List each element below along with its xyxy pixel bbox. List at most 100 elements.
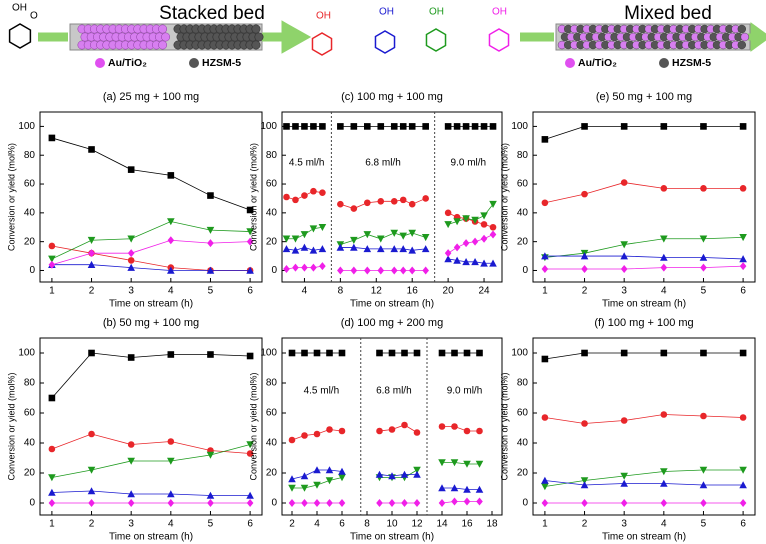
sphere — [737, 40, 746, 50]
marker — [660, 499, 668, 507]
molecule-label: OH — [12, 3, 27, 14]
marker — [301, 499, 308, 507]
y-tick-label: 0 — [271, 265, 277, 276]
y-tick-label: 60 — [266, 408, 278, 419]
marker — [300, 472, 309, 480]
marker — [376, 499, 383, 507]
marker — [48, 260, 56, 269]
marker — [350, 123, 358, 130]
header-title: Stacked bed — [159, 3, 265, 24]
x-tick-label: 14 — [436, 519, 448, 530]
marker — [660, 185, 668, 192]
x-tick-label: 2 — [582, 286, 588, 297]
x-tick-label: 6 — [247, 519, 253, 530]
marker — [463, 497, 471, 506]
legend-label: HZSM-5 — [672, 57, 711, 69]
marker — [399, 196, 407, 204]
y-axis-label: Conversion or yield (mol%) — [6, 372, 16, 480]
marker — [660, 479, 668, 487]
x-tick-label: 6 — [247, 286, 253, 297]
marker — [620, 179, 628, 186]
legend-label: HZSM-5 — [202, 57, 241, 69]
y-axis-label: Conversion or yield (mol%) — [499, 372, 509, 480]
chart-title: (e) 50 mg + 100 mg — [596, 91, 692, 103]
marker — [88, 430, 95, 438]
legend-swatch — [95, 58, 105, 68]
x-tick-label: 5 — [701, 519, 707, 530]
marker — [364, 123, 371, 130]
series-line — [544, 265, 744, 270]
marker — [127, 257, 135, 264]
marker — [337, 266, 344, 275]
marker — [699, 253, 708, 261]
marker — [480, 123, 488, 130]
sphere — [161, 32, 171, 42]
marker — [541, 136, 549, 143]
series-line — [544, 126, 744, 140]
annotation: 4.5 ml/h — [289, 158, 325, 169]
marker — [541, 476, 549, 484]
marker — [739, 255, 747, 263]
marker — [620, 499, 628, 507]
marker — [489, 200, 497, 209]
marker — [438, 423, 446, 430]
y-tick-label: 60 — [24, 179, 36, 190]
marker — [390, 245, 399, 253]
marker — [291, 246, 300, 254]
marker — [167, 236, 175, 245]
marker — [318, 223, 327, 232]
plot-frame — [532, 111, 756, 283]
x-tick-label: 3 — [128, 286, 134, 297]
marker — [167, 499, 175, 507]
y-tick-label: 60 — [266, 179, 278, 190]
marker — [313, 430, 321, 438]
marker — [471, 237, 479, 246]
y-tick-label: 0 — [29, 498, 35, 509]
marker — [376, 349, 383, 357]
y-tick-label: 40 — [24, 438, 36, 449]
y-tick-label: 0 — [522, 498, 528, 509]
y-tick-label: 80 — [266, 378, 278, 389]
marker — [462, 239, 470, 248]
marker — [489, 230, 497, 239]
marker — [438, 484, 446, 492]
marker — [292, 263, 299, 272]
x-tick-label: 10 — [386, 519, 398, 530]
y-tick-label: 20 — [24, 236, 36, 247]
y-tick-label: 80 — [24, 150, 36, 161]
marker — [541, 355, 549, 363]
chart-title: (c) 100 mg + 100 mg — [341, 91, 443, 103]
sphere — [251, 24, 261, 34]
marker — [462, 258, 470, 266]
series-line — [544, 352, 744, 360]
x-axis-label: Time on stream (h) — [350, 532, 434, 543]
marker — [336, 243, 345, 251]
marker — [620, 252, 628, 260]
marker — [364, 266, 371, 275]
y-axis-label: Conversion or yield (mol%) — [499, 143, 509, 251]
y-tick-label: 40 — [517, 207, 529, 218]
x-tick-label: 3 — [621, 519, 627, 530]
marker — [300, 243, 309, 251]
y-tick-label: 0 — [522, 265, 528, 276]
y-axis-label: Conversion or yield (mol%) — [6, 143, 16, 251]
marker — [292, 123, 299, 130]
marker — [620, 417, 628, 424]
series-line — [51, 245, 251, 271]
marker — [463, 460, 471, 468]
marker — [480, 234, 488, 243]
marker — [167, 438, 175, 445]
marker — [319, 262, 326, 271]
marker — [408, 123, 416, 130]
marker — [246, 266, 254, 274]
marker — [453, 243, 461, 252]
annotation: 9.0 ml/h — [447, 386, 483, 397]
marker — [739, 481, 747, 489]
marker — [309, 225, 318, 233]
marker — [283, 123, 290, 130]
marker — [246, 352, 254, 360]
chart-title: (a) 25 mg + 100 mg — [103, 91, 199, 103]
y-tick-label: 80 — [517, 378, 529, 389]
annotation: 6.8 ml/h — [376, 386, 412, 397]
legend-label: Au/TiO₂ — [108, 57, 147, 69]
